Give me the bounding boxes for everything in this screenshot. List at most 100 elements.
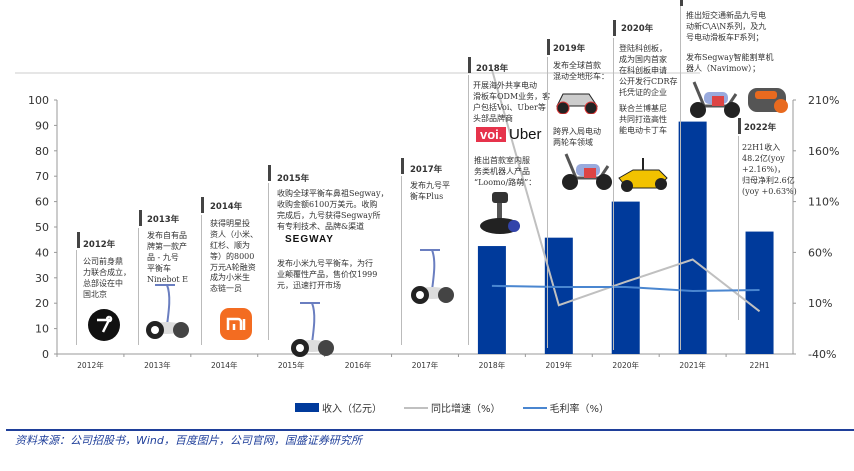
timeline-year: 2017年 [410,165,443,175]
timeline-marker [139,210,142,226]
seg-image [145,282,189,346]
timeline-year: 2019年 [553,44,586,54]
timeline-year: 2014年 [210,202,243,212]
timeline-text-2: 跨界入局电动 两轮车领域 [553,127,601,147]
segway-logo: SEGWAY [285,234,334,245]
legend-margin: 毛利率（%） [522,400,609,415]
timeline-year: 2018年 [476,64,509,74]
timeline-line [547,57,548,348]
timeline-text-2: 推出首款室内服 务类机器人产品 “Loomo/路萌”： [474,156,537,187]
timeline-marker [401,158,404,174]
right-tick-label: 60% [808,246,832,259]
mi-image [220,308,252,344]
footer-rule [6,429,854,431]
left-tick-label: 40 [35,246,49,259]
timeline-text: 发布自有品 牌第一款产 品 - 九号 平衡车 Ninebot E [147,231,188,284]
timeline-line [738,136,739,320]
timeline-marker [613,20,616,36]
timeline-marker [77,232,80,248]
timeline-text: 22H1收入 48.2亿(yoy +2.16%)， 归母净利2.6亿 (yoy … [742,143,797,196]
timeline-marker [201,197,204,213]
timeline-line [613,38,614,350]
gross-margin-line [491,284,760,293]
revenue-bar [477,246,506,354]
x-tick-label: 22H1 [750,361,770,370]
uber-logo: Uber [509,126,542,143]
right-tick-label: 110% [808,196,839,209]
timeline-text-2: 联合兰博基尼 共同打造高性 能电动卡丁车 [619,104,667,135]
scooter-image [686,78,744,124]
left-tick-label: 90 [35,119,49,132]
timeline-text: 开展海外共享电动 滑板车ODM业务，客 户包括Voi、Uber等 头部品牌商 [473,81,551,123]
x-tick-label: 2021年 [679,360,706,370]
left-tick-label: 50 [35,221,49,234]
left-tick-label: 0 [42,348,49,361]
timeline-line [468,75,469,345]
x-tick-label: 2020年 [612,360,639,370]
timeline-line [76,250,77,345]
mower-image [745,82,791,120]
legend: 收入（亿元） 同比增速（%） 毛利率（%） [295,400,609,415]
timeline-marker [468,57,471,73]
timeline-line [138,228,139,345]
right-tick-label: 160% [808,145,839,158]
revenue-bar [544,237,573,354]
x-tick-label: 2014年 [211,360,238,370]
legend-yoy: 同比增速（%） [404,400,501,415]
timeline-year: 2012年 [83,240,116,250]
timeline-text: 发布九号平 衡车Plus [410,181,450,201]
timeline-year: 2020年 [621,24,654,34]
timeline-line [680,6,681,350]
left-tick-label: 70 [35,170,49,183]
x-tick-label: 2019年 [546,360,573,370]
x-tick-label: 2016年 [345,360,372,370]
timeline-line [401,176,402,345]
robot-image [478,190,522,240]
timeline-text-2: 成为小米生 态链一员 [210,273,250,293]
yoy-growth-line [490,69,761,313]
voi-logo: voi. [476,127,507,142]
timeline-text: 登陆科创板， 成为国内首家 在科创板申请 公开发行CDR存 托凭证的企业 [619,44,678,97]
revenue-bar [678,121,707,354]
timeline-year: 2022年 [744,123,777,133]
seg-image [410,247,454,311]
left-tick-label: 30 [35,272,49,285]
timeline-marker [547,39,550,55]
timeline-text-2: 发布小米九号平衡车，为行 业颠覆性产品，售价仅1999 元，迅速打开市场 [277,259,378,290]
left-tick-label: 60 [35,196,49,209]
left-tick-label: 100 [28,94,49,107]
revenue-bar [745,231,774,354]
right-tick-label: 210% [808,94,839,107]
circle-image [87,308,121,346]
scooter-image [558,150,616,196]
right-tick-label: -40% [808,348,836,361]
x-tick-label: 2017年 [412,360,439,370]
timeline-line [201,215,202,345]
x-tick-label: 2015年 [278,360,305,370]
x-tick-label: 2012年 [77,360,104,370]
left-tick-label: 20 [35,297,49,310]
timeline-text: 公司前身鼎 力联合成立， 总部设在中 国北京 [83,257,131,299]
timeline-line [268,183,269,340]
timeline-marker [680,0,683,6]
timeline-text: 获得明星投 资人（小米、 红杉、顺为 等）的8000 万元A轮融资 [210,219,258,272]
left-tick-label: 10 [35,323,49,336]
buggy-image [553,88,601,118]
legend-revenue: 收入（亿元） [295,400,382,415]
x-tick-label: 2013年 [144,360,171,370]
seg-image [290,300,334,364]
timeline-text-2: 发布Segway智能割草机 器人（Navimow）； [686,53,774,73]
left-tick-label: 80 [35,145,49,158]
timeline-marker [738,118,741,134]
timeline-year: 2015年 [277,174,310,184]
timeline-year: 2013年 [147,215,180,225]
x-tick-label: 2018年 [479,360,506,370]
right-tick-label: 10% [808,297,832,310]
timeline-text: 发布全球首款 混动全地形车： [553,61,609,81]
timeline-text: 收购全球平衡车鼻祖Segway， 收购金额6100万美元。收购 完成后，九号获得… [277,189,389,231]
source-note: 资料来源：公司招股书，Wind，百度图片，公司官网，国盛证券研究所 [15,434,362,447]
timeline-text: 推出短交通新品九号电 动新C\A\N系列，及九 号电动滑板车F系列； [686,11,767,42]
kart-image [615,152,671,198]
timeline-marker [268,165,271,181]
